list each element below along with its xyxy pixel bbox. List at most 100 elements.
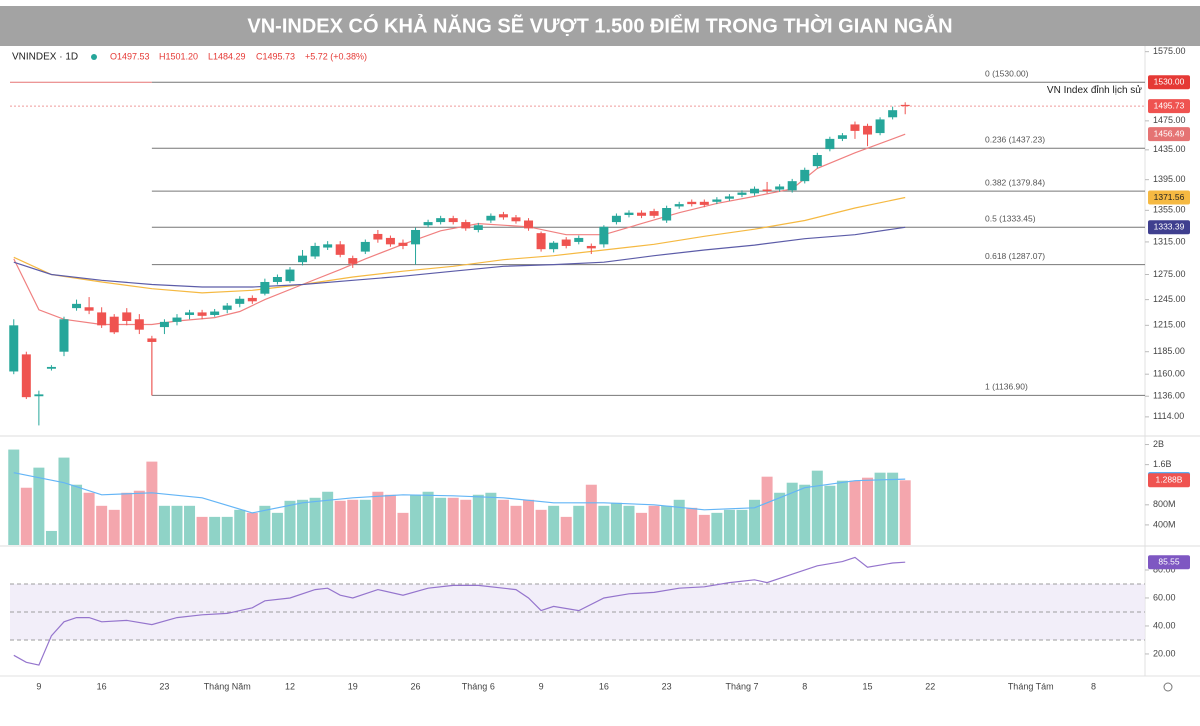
volume-bar <box>359 499 371 545</box>
ohlc-value: H1501.20 <box>159 51 198 61</box>
candle-body <box>285 269 295 282</box>
candle-body <box>900 104 910 107</box>
moving-average <box>13 196 906 294</box>
price-tag-label: 1.288B <box>1156 475 1183 485</box>
fib-label: 0.618 (1287.07) <box>985 251 1045 261</box>
y-tick-label: 20.00 <box>1153 648 1176 658</box>
candle-body <box>699 201 709 205</box>
candle-body <box>888 110 898 118</box>
volume-bar <box>397 512 409 545</box>
candle-body <box>398 242 408 246</box>
candle-body <box>134 319 144 330</box>
fib-label: 1 (1136.90) <box>985 382 1028 392</box>
price-tag-label: 1371.56 <box>1154 192 1185 202</box>
candle-body <box>323 244 333 248</box>
volume-bar <box>698 514 710 545</box>
candle-body <box>210 311 220 315</box>
candle-body <box>787 181 797 191</box>
candle-body <box>298 255 308 263</box>
volume-bar <box>297 499 309 545</box>
ohlc-value: O1497.53 <box>110 51 150 61</box>
y-tick-label: 1114.00 <box>1153 411 1184 421</box>
volume-bar <box>184 505 196 545</box>
price-tag <box>1148 555 1190 570</box>
volume-bar <box>824 485 836 545</box>
volume-bar <box>8 449 20 545</box>
price-tag <box>1148 99 1190 114</box>
fib-label: 0.5 (1333.45) <box>985 213 1036 223</box>
y-tick-label: 1245.00 <box>1153 294 1186 304</box>
x-tick-label: Tháng Tám <box>1008 681 1054 691</box>
volume-bar <box>610 502 622 545</box>
candle-body <box>473 225 483 230</box>
volume-bar <box>284 500 296 545</box>
title-banner <box>0 6 1200 46</box>
y-tick-label: 800M <box>1153 499 1176 509</box>
volume-bar <box>234 509 246 545</box>
volume-bar <box>585 484 597 545</box>
candle-body <box>511 217 521 222</box>
candle-body <box>360 241 370 252</box>
y-tick-label: 1475.00 <box>1153 115 1186 125</box>
x-tick-label: Tháng Năm <box>204 681 251 691</box>
candle-body <box>197 312 207 316</box>
chart-title: VN-INDEX CÓ KHẢ NĂNG SẼ VƯỢT 1.500 ĐIỂM … <box>247 13 952 37</box>
volume-bar <box>862 477 874 545</box>
y-tick-label: 1575.00 <box>1153 46 1186 56</box>
volume-bar <box>887 472 899 545</box>
volume-bar <box>435 497 447 545</box>
volume-bar <box>711 512 723 545</box>
volume-bar <box>58 457 70 545</box>
y-tick-label: 1160.00 <box>1153 369 1185 379</box>
volume-bar <box>460 499 472 545</box>
candle-body <box>222 305 232 310</box>
volume-bar <box>146 461 158 545</box>
x-tick-label: 8 <box>1091 681 1096 691</box>
x-tick-label: 8 <box>802 681 807 691</box>
x-tick-label: 26 <box>411 681 421 691</box>
volume-bar <box>309 497 321 545</box>
candle-body <box>561 239 571 246</box>
volume-bar <box>121 492 133 545</box>
y-tick-label: 400M <box>1153 519 1176 529</box>
y-tick-label: 60.00 <box>1153 592 1176 602</box>
candle-body <box>574 237 584 242</box>
price-tag-label: 1456.49 <box>1154 128 1185 138</box>
candle-body <box>737 192 747 195</box>
volume-bar <box>560 516 572 545</box>
candle-body <box>536 233 546 250</box>
volume-bar <box>535 509 547 545</box>
y-tick-label: 1355.00 <box>1153 205 1186 215</box>
volume-bar <box>45 530 57 545</box>
candle-body <box>159 321 169 328</box>
volume-bar <box>410 494 422 545</box>
price-tag-label: 1333.39 <box>1154 222 1185 232</box>
candle-body <box>59 319 69 352</box>
ohlc-value: C1495.73 <box>256 51 295 61</box>
volume-bar <box>510 505 522 545</box>
volume-bar <box>723 509 735 545</box>
candle-body <box>850 124 860 131</box>
fib-label: 0.382 (1379.84) <box>985 177 1045 187</box>
candle-body <box>549 242 559 250</box>
candle-body <box>524 220 534 229</box>
x-tick-label: 19 <box>348 681 358 691</box>
x-tick-label: 9 <box>36 681 41 691</box>
volume-bar <box>384 494 396 545</box>
candle-body <box>637 212 647 216</box>
x-tick-label: 15 <box>863 681 873 691</box>
candle-body <box>122 312 132 322</box>
candle-body <box>247 297 257 302</box>
candle-body <box>84 307 94 311</box>
x-tick-label: 12 <box>285 681 295 691</box>
settings-icon[interactable] <box>1163 682 1173 692</box>
rsi-line <box>13 556 906 666</box>
volume-bar <box>849 480 861 545</box>
candle-body <box>724 196 734 199</box>
candle-body <box>411 229 421 245</box>
x-tick-label: 22 <box>925 681 935 691</box>
price-tag-label: 1495.73 <box>1154 100 1185 110</box>
candle-body <box>385 237 395 245</box>
candle-body <box>46 366 56 369</box>
volume-bar <box>686 507 698 545</box>
